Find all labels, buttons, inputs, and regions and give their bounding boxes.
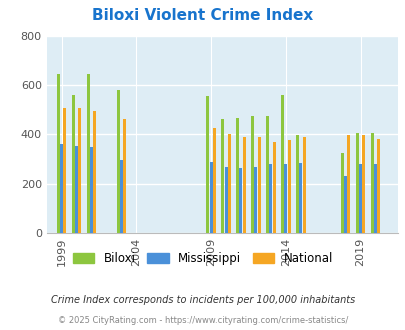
Bar: [60, 144, 63, 233]
Bar: [373, 164, 376, 233]
Bar: [343, 176, 346, 233]
Bar: [87, 74, 90, 233]
Bar: [340, 153, 343, 233]
Bar: [376, 139, 379, 233]
Bar: [90, 147, 93, 233]
Bar: [298, 163, 301, 233]
Bar: [63, 108, 66, 233]
Bar: [123, 119, 126, 233]
Bar: [250, 116, 254, 233]
Legend: Biloxi, Mississippi, National: Biloxi, Mississippi, National: [68, 247, 337, 270]
Bar: [72, 95, 75, 233]
Bar: [284, 164, 287, 233]
Bar: [209, 162, 212, 233]
Bar: [78, 109, 81, 233]
Bar: [355, 133, 358, 233]
Bar: [116, 90, 119, 233]
Bar: [75, 146, 78, 233]
Bar: [236, 118, 239, 233]
Bar: [295, 135, 298, 233]
Bar: [206, 96, 209, 233]
Text: Crime Index corresponds to incidents per 100,000 inhabitants: Crime Index corresponds to incidents per…: [51, 295, 354, 305]
Bar: [361, 135, 364, 233]
Bar: [212, 128, 215, 233]
Bar: [257, 137, 260, 233]
Bar: [242, 137, 245, 233]
Bar: [347, 135, 350, 233]
Bar: [269, 164, 272, 233]
Bar: [302, 137, 305, 233]
Text: Biloxi Violent Crime Index: Biloxi Violent Crime Index: [92, 8, 313, 23]
Bar: [119, 159, 123, 233]
Bar: [254, 167, 257, 233]
Bar: [93, 111, 96, 233]
Bar: [239, 168, 242, 233]
Bar: [287, 140, 290, 233]
Bar: [272, 142, 275, 233]
Bar: [358, 164, 361, 233]
Bar: [224, 167, 227, 233]
Bar: [265, 116, 269, 233]
Bar: [221, 118, 224, 233]
Bar: [57, 74, 60, 233]
Bar: [227, 134, 230, 233]
Text: © 2025 CityRating.com - https://www.cityrating.com/crime-statistics/: © 2025 CityRating.com - https://www.city…: [58, 316, 347, 325]
Bar: [280, 95, 284, 233]
Bar: [370, 133, 373, 233]
